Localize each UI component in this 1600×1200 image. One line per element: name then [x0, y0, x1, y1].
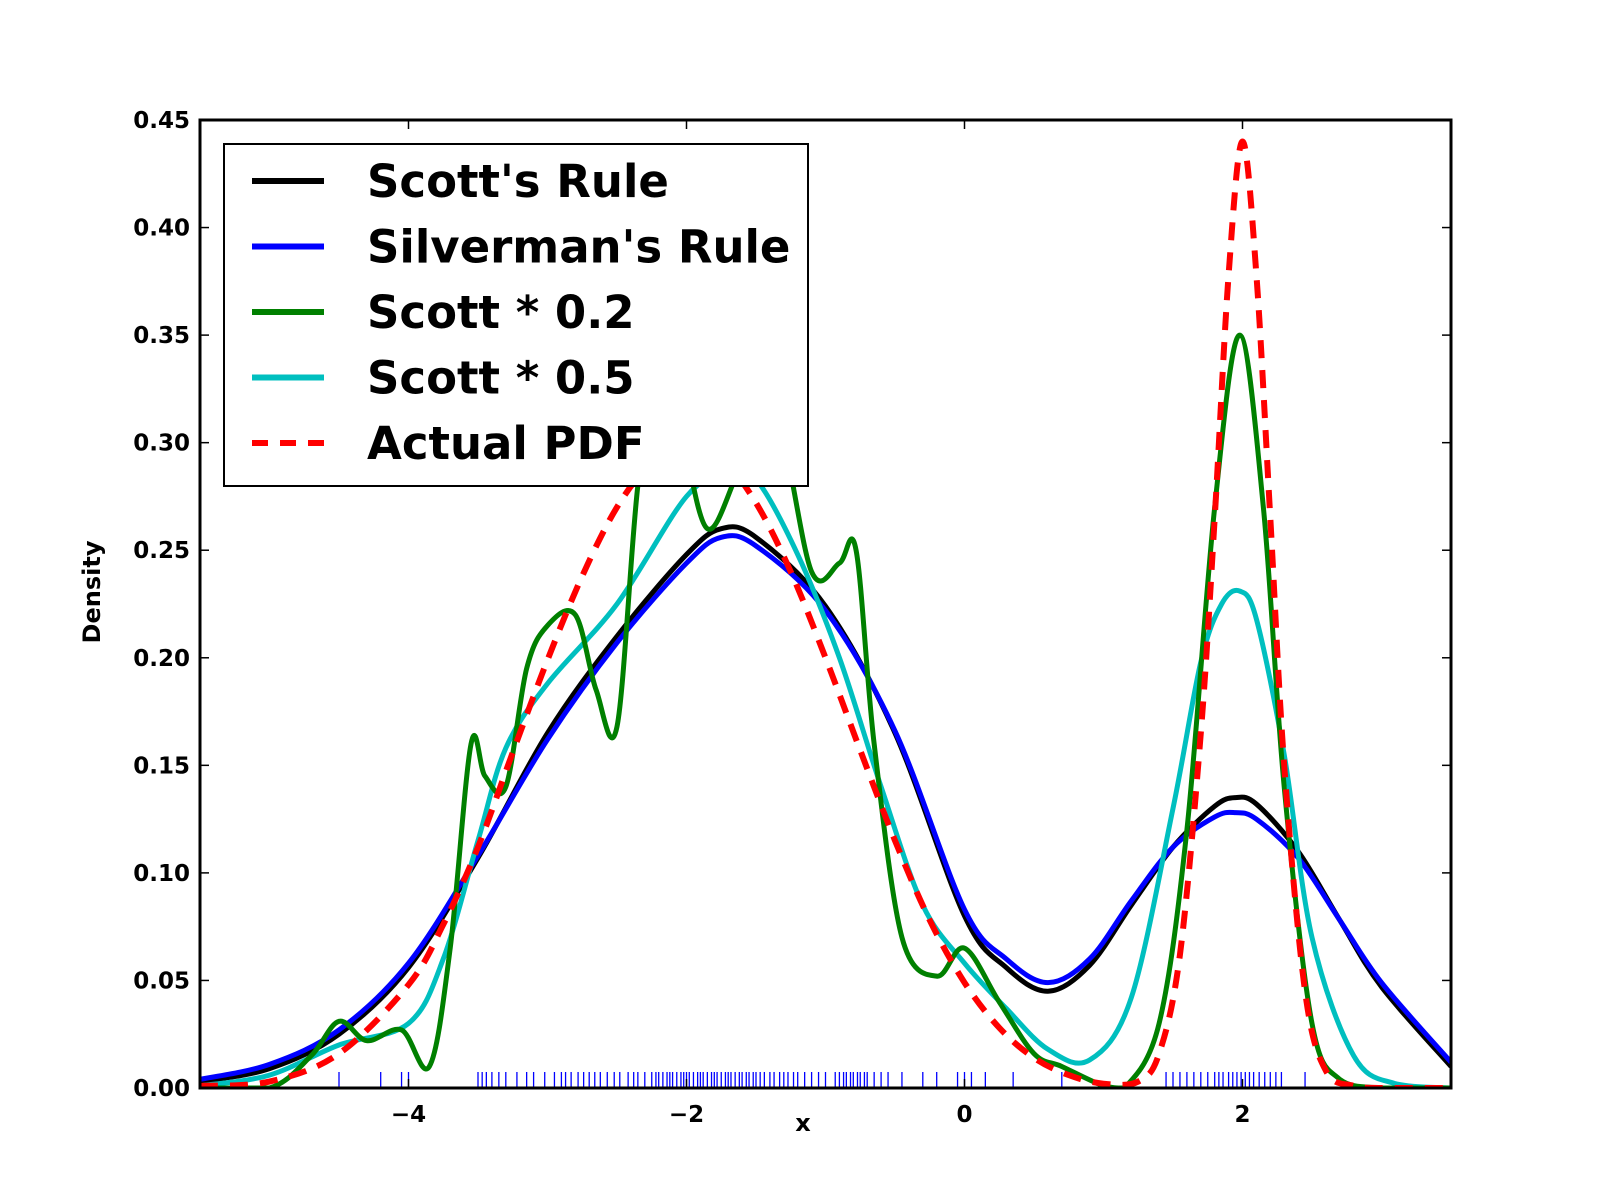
legend: Scott's Rule Silverman's Rule Scott * 0.2 S…	[223, 143, 809, 487]
ticks: −4 −2 0 2 0.00 0.05 0.10 0.15 0.20 0.25 0.30 0.35 0.…	[133, 108, 1451, 1128]
legend-label: Silverman's Rule	[367, 221, 790, 274]
series-line-actual-pdf	[200, 138, 1451, 1088]
x-tick-label: 2	[1234, 1102, 1250, 1128]
legend-label: Scott * 0.2	[367, 286, 635, 339]
x-axis-label: x	[795, 1109, 811, 1137]
y-axis-label: Density	[78, 540, 106, 643]
y-tick-label: 0.40	[133, 216, 190, 242]
plot-frame	[198, 118, 1453, 1090]
legend-label: Actual PDF	[367, 417, 645, 470]
y-tick-label: 0.15	[133, 753, 190, 779]
x-tick-label: −2	[669, 1102, 704, 1128]
y-tick-label: 0.00	[133, 1076, 190, 1102]
y-tick-label: 0.35	[133, 323, 190, 349]
y-tick-label: 0.10	[133, 861, 190, 887]
x-tick-label: 0	[956, 1102, 972, 1128]
legend-label: Scott * 0.5	[367, 352, 635, 405]
y-tick-label: 0.05	[133, 968, 190, 994]
x-tick-label: −4	[391, 1102, 426, 1128]
series-line-scott-0-2	[200, 332, 1451, 1088]
legend-label: Scott's Rule	[367, 155, 669, 208]
y-tick-label: 0.25	[133, 538, 190, 564]
plot-lines	[200, 138, 1451, 1088]
y-tick-label: 0.20	[133, 646, 190, 672]
axes	[198, 118, 1453, 1090]
y-tick-label: 0.30	[133, 431, 190, 457]
y-tick-label: 0.45	[133, 108, 190, 134]
rug-plot	[338, 1072, 1306, 1088]
